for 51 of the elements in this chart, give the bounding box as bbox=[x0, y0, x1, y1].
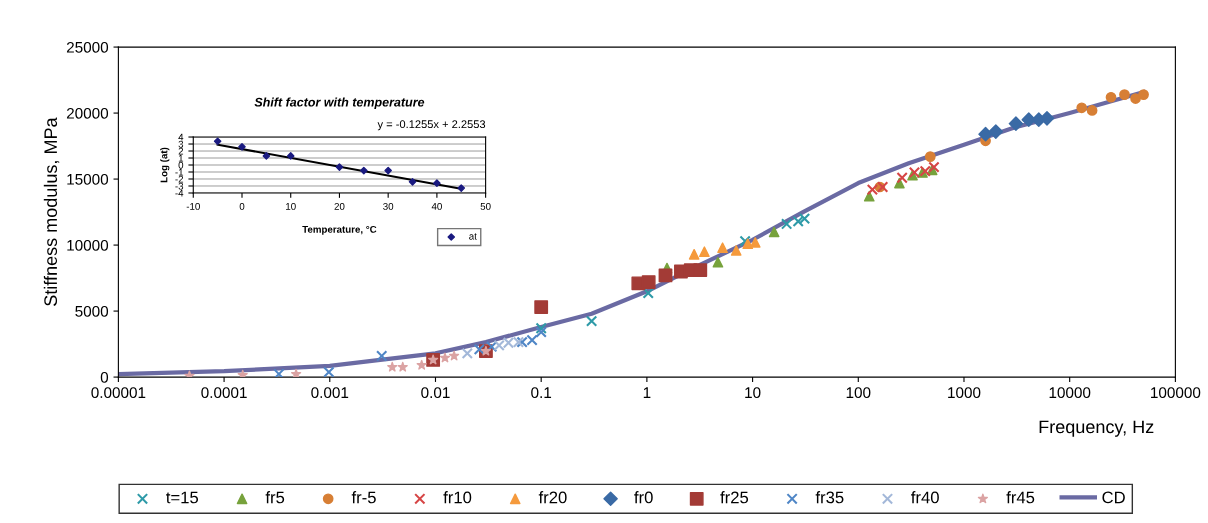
legend-label: fr-5 bbox=[351, 491, 376, 504]
y-tick-label: 1 bbox=[178, 154, 184, 162]
x-tick-label: 1000 bbox=[948, 387, 981, 399]
y-tick-label: 20000 bbox=[66, 107, 109, 119]
y-tick-label: 15000 bbox=[67, 173, 109, 185]
x-tick-label: 1 bbox=[643, 387, 651, 398]
x-tick-label: 10 bbox=[745, 387, 761, 399]
y-axis-title: Stiffness modulus, MPa bbox=[43, 117, 60, 306]
y-tick-label: -4 bbox=[175, 189, 184, 197]
x-tick-label: 0.001 bbox=[311, 387, 349, 399]
x-tick-label: 0.01 bbox=[421, 387, 450, 399]
y-tick-label: -3 bbox=[175, 182, 184, 190]
x-tick-label: 30 bbox=[383, 202, 394, 210]
legend-label: t=15 bbox=[166, 491, 199, 504]
legend-label: fr5 bbox=[265, 491, 285, 504]
legend-label: fr20 bbox=[538, 491, 567, 504]
y-tick-label: 2 bbox=[178, 147, 184, 155]
x-tick-label: 0 bbox=[239, 202, 245, 210]
x-tick-label: 20 bbox=[334, 202, 345, 210]
legend-label: fr45 bbox=[1006, 491, 1035, 504]
x-tick-label: 100 bbox=[846, 387, 871, 399]
x-tick-label: 50 bbox=[480, 202, 491, 210]
y-tick-label: -2 bbox=[175, 175, 184, 183]
y-axis-title: Log (at) bbox=[160, 147, 170, 183]
x-axis-title: Temperature, °C bbox=[302, 225, 377, 235]
x-tick-label: 10 bbox=[286, 202, 296, 210]
x-tick-label: 0.00001 bbox=[91, 387, 146, 399]
x-tick-label: 10000 bbox=[1049, 387, 1091, 399]
x-tick-label: 0.1 bbox=[531, 387, 552, 399]
legend-label: fr40 bbox=[911, 491, 939, 504]
x-tick-label: -10 bbox=[186, 202, 200, 210]
y-tick-label: 4 bbox=[178, 133, 184, 141]
legend-label: fr0 bbox=[634, 491, 653, 504]
y-tick-label: 0 bbox=[100, 371, 109, 383]
y-tick-label: -1 bbox=[175, 168, 184, 176]
x-axis-title: Frequency, Hz bbox=[1039, 420, 1154, 437]
chart-title: Shift factor with temperature bbox=[254, 97, 425, 110]
y-tick-label: 10000 bbox=[67, 239, 109, 251]
legend-label: fr25 bbox=[720, 491, 749, 504]
legend-label: fr35 bbox=[815, 491, 844, 504]
x-tick-label: 0.0001 bbox=[201, 387, 247, 399]
x-tick-label: 40 bbox=[431, 202, 442, 210]
legend-label: at bbox=[469, 233, 477, 240]
y-tick-label: 25000 bbox=[66, 41, 109, 53]
legend-label: fr10 bbox=[443, 491, 472, 504]
y-tick-label: 0 bbox=[178, 161, 184, 169]
y-tick-label: 3 bbox=[178, 140, 184, 148]
legend-label: CD bbox=[1102, 491, 1125, 504]
y-tick-label: 5000 bbox=[75, 305, 109, 317]
annotation: y = -0.1255x + 2.2553 bbox=[377, 120, 486, 131]
x-tick-label: 100000 bbox=[1151, 387, 1201, 399]
